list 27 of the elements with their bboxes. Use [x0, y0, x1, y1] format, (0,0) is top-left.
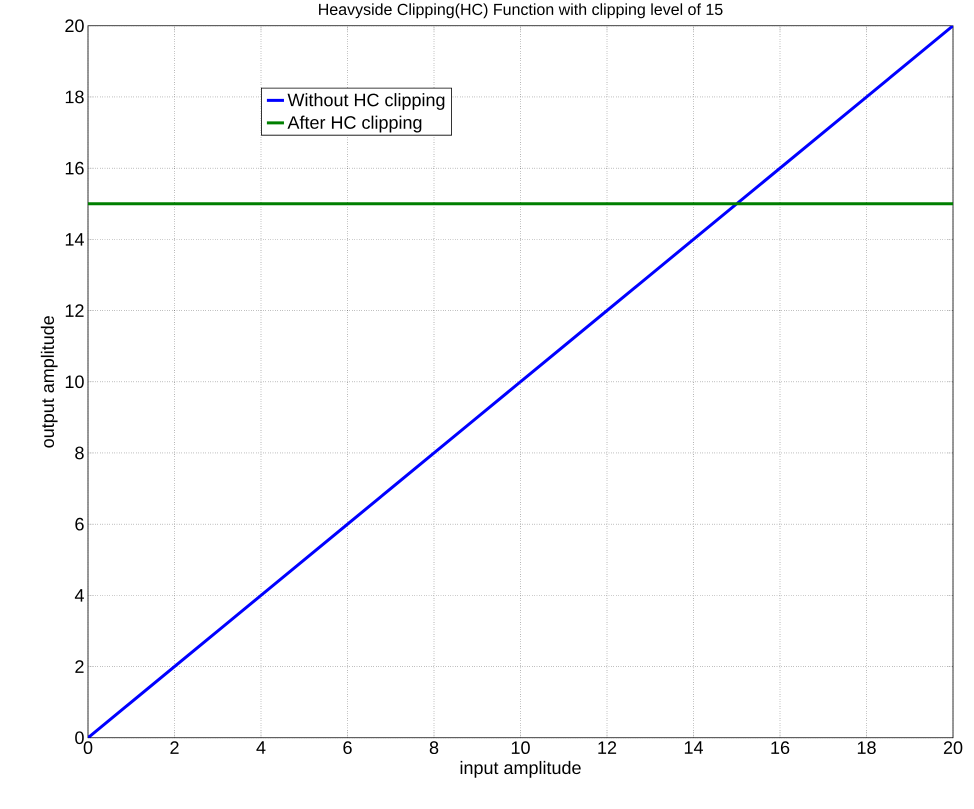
- y-tick-label: 4: [74, 589, 84, 602]
- y-axis-title: output amplitude: [40, 316, 58, 448]
- y-tick-label: 18: [66, 90, 84, 104]
- legend-label: After HC clipping: [288, 116, 422, 133]
- y-tick-label: 6: [75, 518, 84, 531]
- x-tick-label: 16: [771, 741, 790, 754]
- y-tick-label: 20: [65, 20, 84, 32]
- y-tick-label: 16: [66, 162, 84, 175]
- x-tick-label: 0: [84, 741, 92, 754]
- y-tick-label: 10: [66, 376, 84, 388]
- x-tick-label: 20: [944, 741, 962, 754]
- y-tick-label: 8: [75, 446, 84, 460]
- x-tick-label: 4: [256, 741, 266, 754]
- x-tick-label: 18: [858, 741, 876, 754]
- x-tick-label: 6: [343, 741, 352, 754]
- x-tick-label: 8: [430, 741, 438, 754]
- y-tick-label: 12: [66, 304, 84, 317]
- x-axis-title: input amplitude: [460, 761, 581, 778]
- x-tick-label: 12: [598, 741, 616, 754]
- x-tick-label: 14: [684, 741, 703, 754]
- chart-title: Heavyside Clipping(HC) Function with clipping level of 15: [319, 3, 722, 18]
- x-tick-label: 10: [512, 741, 530, 754]
- x-tick-label: 2: [170, 741, 179, 754]
- y-tick-label: 0: [75, 732, 84, 744]
- y-tick-label: 2: [75, 660, 84, 673]
- legend-label: Without HC clipping: [288, 93, 444, 110]
- y-tick-label: 14: [66, 233, 84, 246]
